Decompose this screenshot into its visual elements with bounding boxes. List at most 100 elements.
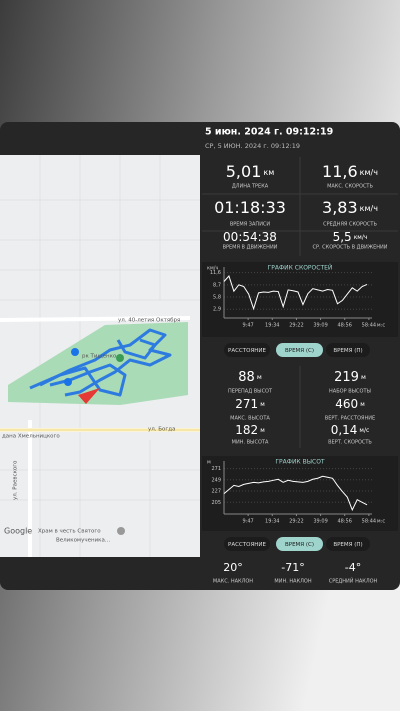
stat-number: 5,01 bbox=[226, 162, 262, 181]
map-label: рк Тищенко bbox=[82, 354, 117, 360]
stat-value: 460 м bbox=[335, 397, 364, 411]
stat-unit: м bbox=[257, 373, 262, 381]
slope-label: СРЕДНИЙ НАКЛОН bbox=[329, 578, 378, 585]
x-tick-label: 19:34 bbox=[265, 519, 279, 525]
tab-label: ВРЕМЯ (П) bbox=[333, 542, 362, 548]
y-tick-label: 205 bbox=[211, 500, 221, 506]
stat-number: 88 bbox=[238, 370, 255, 385]
stat-number: 0,14 bbox=[331, 423, 358, 437]
stat-label: ДЛИНА ТРЕКА bbox=[232, 184, 269, 190]
x-tick-label: 9:47 bbox=[243, 323, 254, 329]
tab-button[interactable] bbox=[276, 343, 323, 357]
y-tick-label: 271 bbox=[211, 466, 221, 472]
chart-title: ГРАФИК СКОРОСТЕЙ bbox=[268, 265, 333, 272]
stat-number: 271 bbox=[235, 397, 258, 411]
stat-value: 3,83 км/ч bbox=[322, 198, 378, 217]
y-tick-label: 8,7 bbox=[213, 282, 221, 288]
stat-label: МИН. ВЫСОТА bbox=[232, 440, 269, 446]
stat-number: 182 bbox=[235, 423, 258, 437]
tab-button[interactable] bbox=[326, 537, 370, 551]
y-tick-label: 249 bbox=[211, 477, 221, 483]
y-tick-label: 11,6 bbox=[210, 270, 221, 276]
slope-label: МАКС. НАКЛОН bbox=[213, 579, 253, 585]
stat-value: 88 м bbox=[238, 370, 262, 385]
stat-value: 219 м bbox=[334, 370, 366, 385]
tab-label: РАССТОЯНИЕ bbox=[228, 348, 267, 354]
x-tick-label: 58:44 bbox=[362, 323, 376, 329]
map: ул. 40-летия Октября рк Тищенко ул. Богд… bbox=[0, 155, 200, 557]
y-tick-label: 5,8 bbox=[213, 295, 221, 301]
stat-number: 3,83 bbox=[322, 198, 358, 217]
stat-value: 5,01 км bbox=[226, 162, 275, 181]
stat-value: 182 м bbox=[235, 423, 264, 437]
stat-number: 00:54:38 bbox=[223, 230, 277, 244]
stat-label: СРЕДНЯЯ СКОРОСТЬ bbox=[323, 222, 377, 228]
tab-label: ВРЕМЯ (С) bbox=[285, 348, 314, 354]
speed-chart-bg bbox=[202, 262, 398, 337]
x-tick-label: 9:47 bbox=[243, 519, 254, 525]
x-tick-label: 19:34 bbox=[265, 323, 279, 329]
place-icon bbox=[117, 527, 125, 535]
stat-unit: км bbox=[263, 168, 274, 177]
stat-unit: м bbox=[361, 373, 366, 381]
stat-value: 5,5 км/ч bbox=[333, 230, 368, 244]
x-unit: м:с bbox=[377, 323, 385, 329]
place-label: Храм в честь Святого bbox=[38, 529, 101, 535]
stat-unit: м/с bbox=[359, 427, 369, 434]
x-tick-label: 39:09 bbox=[313, 519, 327, 525]
map-label: дана Хмельницкого bbox=[2, 434, 60, 440]
x-tick-label: 48:56 bbox=[337, 519, 351, 525]
stat-unit: км/ч bbox=[360, 168, 378, 177]
tab-label: ВРЕМЯ (С) bbox=[285, 542, 314, 548]
stat-label: ВРЕМЯ В ДВИЖЕНИИ bbox=[223, 245, 278, 251]
pin bbox=[64, 378, 72, 386]
stat-label: ВЕРТ. РАССТОЯНИЕ bbox=[325, 416, 375, 422]
x-tick-label: 58:44 bbox=[362, 519, 376, 525]
stat-label: МАКС. ВЫСОТА bbox=[230, 416, 270, 422]
subtitle: СР, 5 ИЮН. 2024 г. 09:12:19 bbox=[205, 142, 300, 150]
slope-label: МИН. НАКЛОН bbox=[274, 579, 311, 585]
stat-value: 01:18:33 bbox=[214, 198, 286, 217]
stat-label: МАКС. СКОРОСТЬ bbox=[327, 184, 373, 190]
stat-value: 271 м bbox=[235, 397, 264, 411]
chart-unit: м bbox=[207, 460, 211, 466]
slope-value: 20° bbox=[223, 561, 243, 574]
slope-value: -71° bbox=[281, 561, 304, 574]
date: 5 июн. 2024 г. 09:12:19 bbox=[205, 127, 333, 138]
line bbox=[223, 475, 368, 512]
stat-label: СР. СКОРОСТЬ В ДВИЖЕНИИ bbox=[312, 245, 387, 251]
x-tick-label: 29:22 bbox=[289, 519, 303, 525]
chart-unit: км/ч bbox=[207, 266, 218, 272]
tab-button[interactable] bbox=[326, 343, 370, 357]
stat-number: 5,5 bbox=[333, 230, 352, 244]
x-tick-label: 48:56 bbox=[337, 323, 351, 329]
stat-value: 00:54:38 bbox=[223, 230, 277, 244]
stat-unit: км/ч bbox=[360, 204, 378, 213]
stat-label: НАБОР ВЫСОТЫ bbox=[329, 389, 371, 395]
tab-button[interactable] bbox=[224, 343, 270, 357]
tab-button[interactable] bbox=[224, 537, 270, 551]
stat-label: ПЕРЕПАД ВЫСОТ bbox=[228, 389, 273, 395]
position-arrow bbox=[78, 388, 100, 404]
map-label: ул. Богда bbox=[148, 427, 175, 433]
place-label: Великомученика... bbox=[56, 538, 110, 544]
stat-number: 01:18:33 bbox=[214, 198, 286, 217]
y-tick-label: 2,9 bbox=[213, 307, 221, 313]
stat-number: 460 bbox=[335, 397, 358, 411]
pin bbox=[71, 348, 79, 356]
stat-value: 0,14 м/с bbox=[331, 423, 370, 437]
stat-label: ВЕРТ. СКОРОСТЬ bbox=[328, 440, 372, 446]
map-label: ул. 40-летия Октября bbox=[118, 318, 180, 324]
track bbox=[29, 328, 172, 397]
tab-button[interactable] bbox=[276, 537, 323, 551]
line bbox=[223, 275, 368, 311]
map-label: ул. Раевского bbox=[13, 460, 19, 500]
park-icon bbox=[116, 354, 124, 362]
x-unit: м:с bbox=[377, 519, 385, 525]
x-tick-label: 39:09 bbox=[313, 323, 327, 329]
stat-value: 11,6 км/ч bbox=[322, 162, 378, 181]
stat-number: 219 bbox=[334, 370, 359, 385]
y-tick-label: 227 bbox=[211, 489, 221, 495]
